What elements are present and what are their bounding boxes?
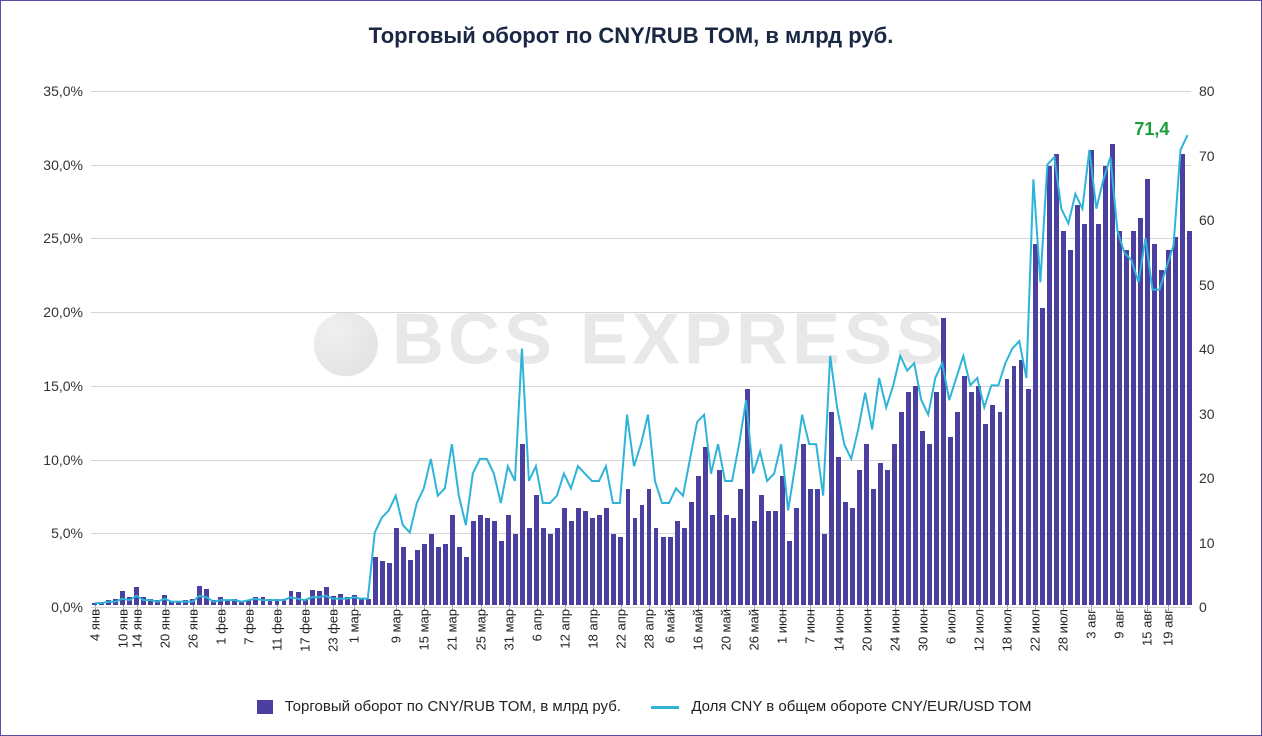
x-tick-label: 6 июл — [943, 609, 958, 644]
x-tick-label: 15 авг — [1140, 609, 1155, 646]
y-right-tick: 0 — [1191, 599, 1207, 615]
x-tick-label: 22 апр — [613, 609, 628, 649]
x-tick-label: 26 янв — [185, 609, 200, 648]
x-tick-label: 9 авг — [1112, 609, 1127, 639]
y-right-tick: 70 — [1191, 148, 1215, 164]
legend-line-label: Доля CNY в общем обороте CNY/EUR/USD TOM — [691, 698, 1031, 715]
y-right-tick: 20 — [1191, 470, 1215, 486]
x-tick-label: 25 мар — [473, 609, 488, 650]
y-right-tick: 30 — [1191, 406, 1215, 422]
y-left-tick: 35,0% — [43, 83, 91, 99]
y-right-tick: 80 — [1191, 83, 1215, 99]
x-tick-label: 23 фев — [326, 609, 341, 652]
legend-bar-label: Торговый оборот по CNY/RUB TOM, в млрд р… — [285, 698, 621, 715]
x-tick-label: 28 июл — [1056, 609, 1071, 651]
y-left-tick: 30,0% — [43, 157, 91, 173]
x-tick-label: 17 фев — [298, 609, 313, 652]
x-tick-label: 10 янв — [115, 609, 130, 648]
x-tick-label: 12 июл — [971, 609, 986, 651]
x-tick-label: 18 апр — [585, 609, 600, 649]
legend: Торговый оборот по CNY/RUB TOM, в млрд р… — [1, 698, 1261, 715]
plot-area: 0,0%5,0%10,0%15,0%20,0%25,0%30,0%35,0%01… — [91, 91, 1191, 605]
x-tick-label: 31 мар — [501, 609, 516, 650]
x-tick-label: 9 мар — [389, 609, 404, 643]
y-left-tick: 10,0% — [43, 452, 91, 468]
x-tick-label: 6 апр — [529, 609, 544, 641]
x-tick-label: 16 май — [691, 609, 706, 651]
annotation-label: 71,4 — [1134, 119, 1169, 140]
x-tick-label: 1 мар — [347, 609, 362, 643]
x-tick-label: 20 янв — [157, 609, 172, 648]
line-series — [91, 91, 1191, 606]
x-tick-label: 19 авг — [1161, 609, 1176, 646]
x-tick-label: 21 мар — [445, 609, 460, 650]
y-left-tick: 20,0% — [43, 304, 91, 320]
y-right-tick: 60 — [1191, 212, 1215, 228]
x-tick-label: 6 май — [663, 609, 678, 643]
x-tick-label: 1 фев — [213, 609, 228, 645]
x-tick-label: 7 июн — [803, 609, 818, 644]
chart-frame: Торговый оборот по CNY/RUB TOM, в млрд р… — [0, 0, 1262, 736]
legend-bar-swatch — [257, 700, 273, 714]
x-tick-label: 30 июн — [915, 609, 930, 651]
x-tick-label: 18 июл — [999, 609, 1014, 651]
x-tick-label: 20 июн — [859, 609, 874, 651]
chart-title: Торговый оборот по CNY/RUB TOM, в млрд р… — [1, 23, 1261, 49]
gridline — [91, 607, 1191, 608]
x-tick-label: 22 июл — [1028, 609, 1043, 651]
x-tick-label: 20 май — [719, 609, 734, 651]
legend-line-swatch — [651, 706, 679, 709]
y-left-tick: 0,0% — [51, 599, 91, 615]
y-left-tick: 5,0% — [51, 525, 91, 541]
line-path — [94, 135, 1187, 603]
x-axis-labels: 4 янв10 янв14 янв20 янв26 янв1 фев7 фев1… — [91, 609, 1191, 699]
x-tick-label: 1 июн — [775, 609, 790, 644]
y-left-tick: 15,0% — [43, 378, 91, 394]
x-tick-label: 11 фев — [270, 609, 285, 651]
x-tick-label: 7 фев — [241, 609, 256, 645]
x-tick-label: 15 мар — [417, 609, 432, 650]
y-right-tick: 10 — [1191, 535, 1215, 551]
x-tick-label: 24 июн — [887, 609, 902, 651]
x-tick-label: 14 янв — [129, 609, 144, 648]
x-tick-label: 3 авг — [1084, 609, 1099, 639]
x-tick-label: 26 май — [747, 609, 762, 651]
x-tick-label: 12 апр — [557, 609, 572, 649]
x-tick-label: 28 апр — [642, 609, 657, 649]
y-right-tick: 40 — [1191, 341, 1215, 357]
y-right-tick: 50 — [1191, 277, 1215, 293]
x-tick-label: 14 июн — [831, 609, 846, 651]
y-left-tick: 25,0% — [43, 230, 91, 246]
